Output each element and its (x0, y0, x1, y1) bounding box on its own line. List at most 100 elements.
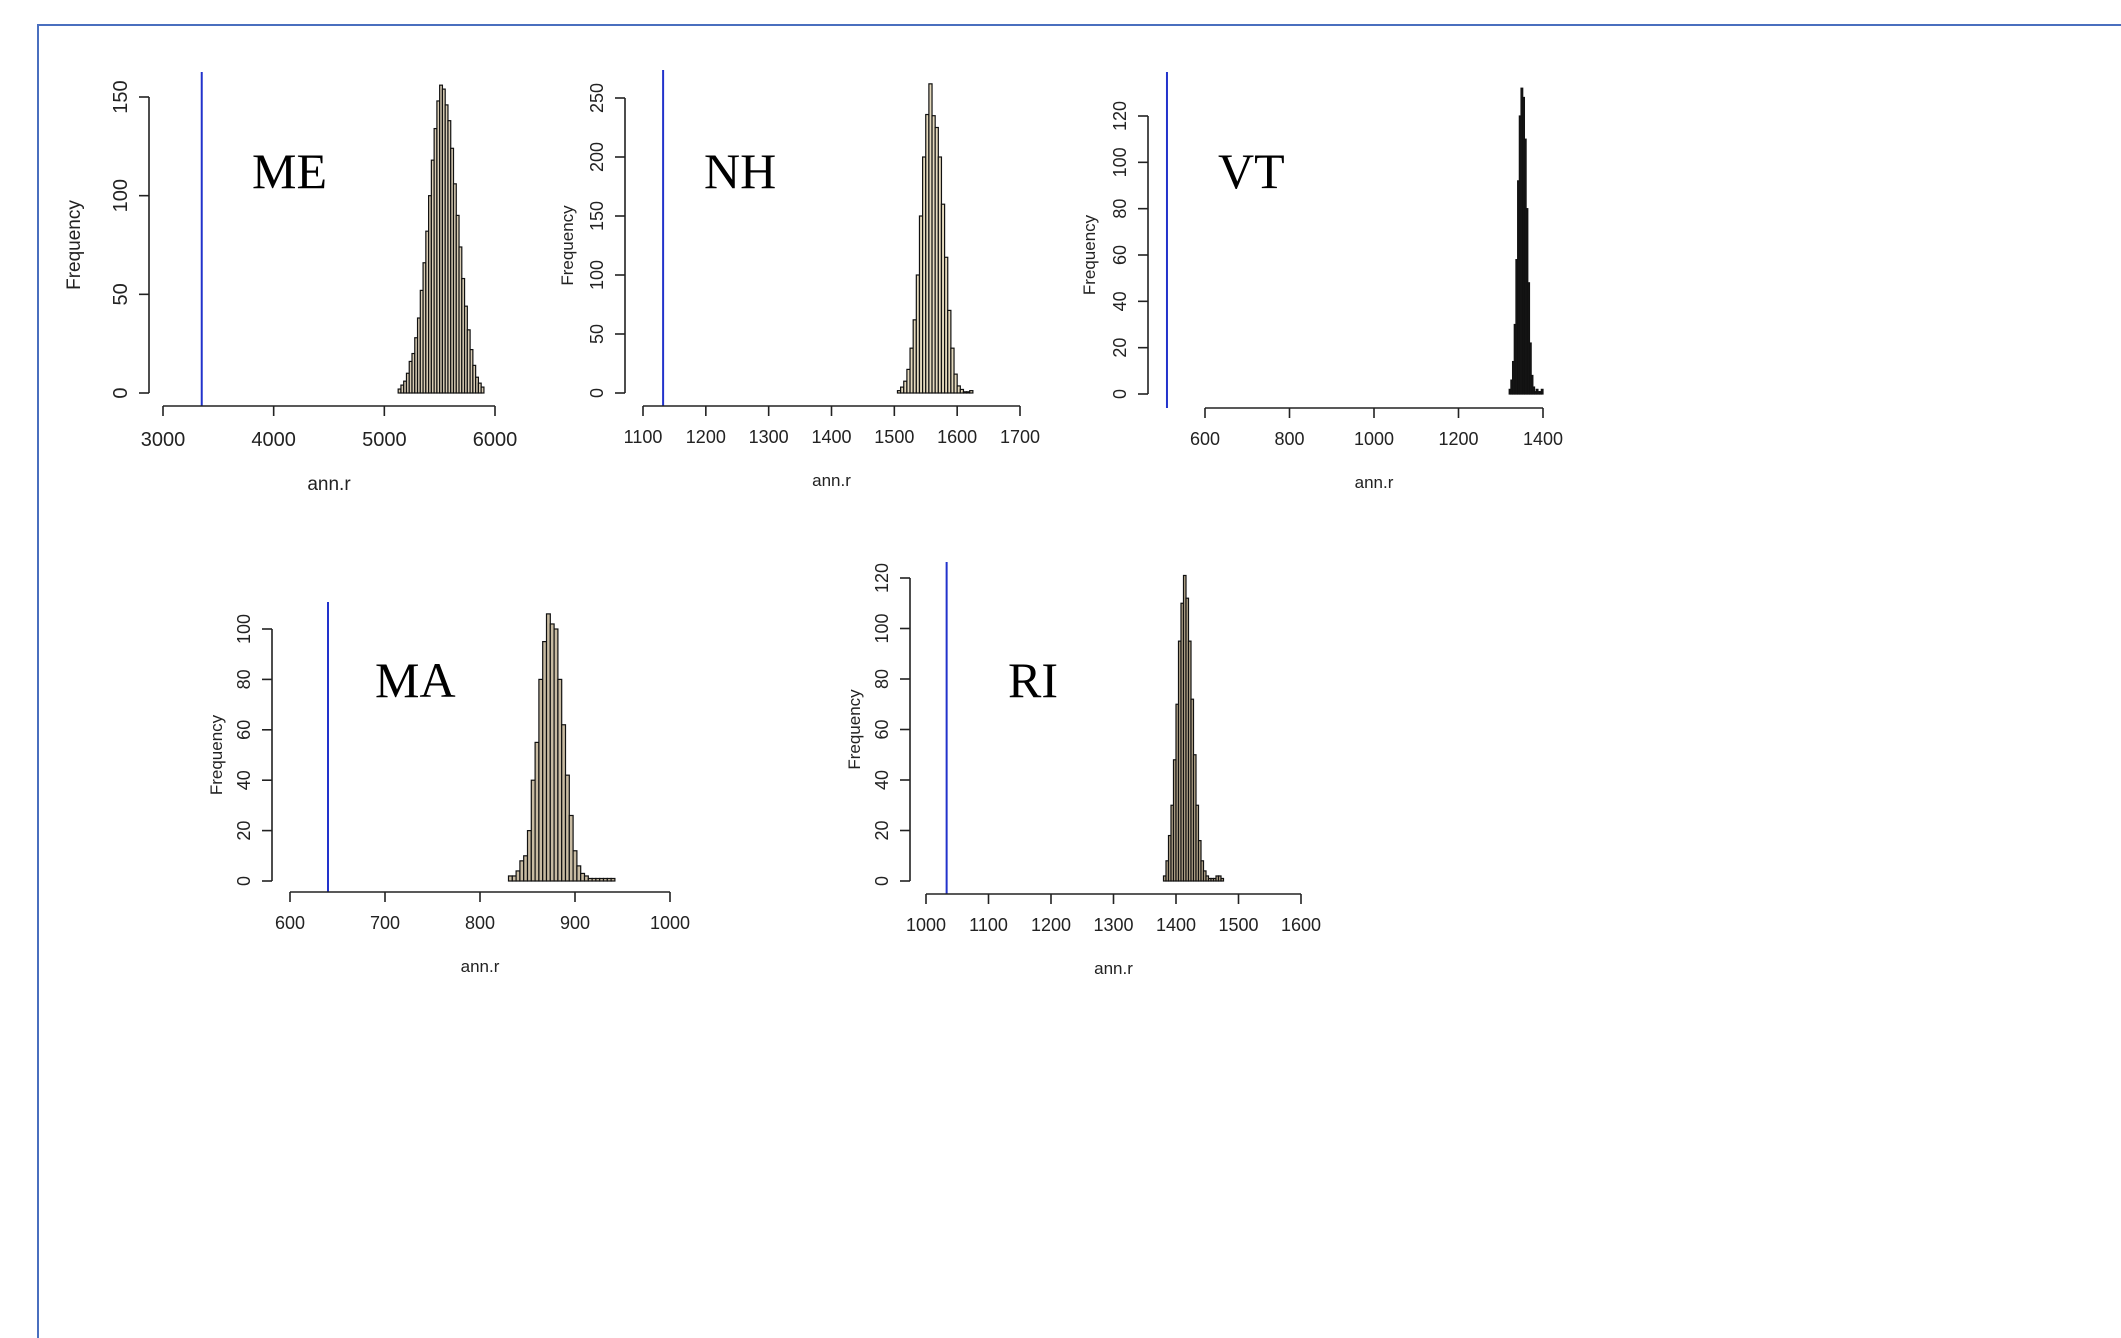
x-tick-label: 1000 (906, 915, 946, 935)
x-tick-label: 800 (465, 913, 495, 933)
y-axis-title: Frequency (558, 205, 577, 286)
y-tick-label: 20 (872, 820, 892, 840)
x-tick-label: 700 (370, 913, 400, 933)
x-tick-label: 1400 (811, 427, 851, 447)
y-tick-label: 80 (234, 669, 254, 689)
x-tick-label: 1600 (937, 427, 977, 447)
y-tick-label: 120 (1110, 101, 1130, 131)
x-tick-label: 1500 (874, 427, 914, 447)
x-tick-label: 1100 (969, 915, 1008, 935)
histogram-bar (1220, 877, 1225, 882)
figure-frame (37, 24, 2121, 1338)
x-tick-label: 1700 (1000, 427, 1040, 447)
histogram-bar (568, 814, 574, 882)
y-tick-label: 20 (1110, 338, 1130, 358)
histogram-bar (480, 386, 485, 394)
y-tick-label: 60 (872, 719, 892, 739)
state-label: ME (252, 143, 327, 199)
histogram-bar (950, 347, 955, 394)
histogram-bars (397, 84, 485, 394)
y-tick-label: 60 (234, 720, 254, 740)
x-tick-label: 900 (560, 913, 590, 933)
y-tick-label: 40 (234, 770, 254, 790)
x-tick-label: 1400 (1156, 915, 1196, 935)
x-axis-title: ann.r (1355, 473, 1394, 492)
histogram-bars (1508, 87, 1544, 395)
x-tick-label: 1200 (1438, 429, 1478, 449)
x-tick-label: 5000 (362, 429, 407, 451)
y-axis-title: Frequency (64, 200, 85, 290)
x-axis-title: ann.r (461, 957, 500, 976)
histogram-bar (1527, 282, 1531, 395)
histogram-bar (610, 877, 616, 882)
x-tick-label: 1500 (1218, 915, 1258, 935)
x-tick-label: 1300 (749, 427, 789, 447)
y-tick-label: 0 (1110, 389, 1130, 399)
x-tick-label: 600 (1190, 429, 1220, 449)
y-tick-label: 50 (587, 324, 607, 344)
y-tick-label: 60 (1110, 245, 1130, 265)
y-tick-label: 80 (1110, 199, 1130, 219)
histogram-bars (507, 613, 616, 882)
histogram-bar (953, 373, 958, 394)
histogram-bars (896, 83, 974, 394)
y-tick-label: 20 (234, 821, 254, 841)
y-tick-label: 120 (872, 563, 892, 593)
y-tick-label: 100 (234, 614, 254, 644)
x-tick-label: 4000 (251, 429, 296, 451)
y-tick-label: 150 (110, 80, 132, 113)
x-tick-label: 3000 (141, 429, 186, 451)
x-tick-label: 1600 (1281, 915, 1321, 935)
y-tick-label: 0 (872, 876, 892, 886)
y-tick-label: 0 (110, 387, 132, 398)
histogram-bars (1162, 574, 1225, 882)
y-tick-label: 100 (1110, 147, 1130, 177)
y-tick-label: 150 (587, 201, 607, 231)
histogram-bar (1528, 342, 1532, 395)
x-axis-title: ann.r (1094, 959, 1133, 978)
x-tick-label: 6000 (473, 429, 518, 451)
state-label: NH (704, 143, 776, 199)
x-tick-label: 1200 (686, 427, 726, 447)
state-label: VT (1218, 143, 1285, 199)
histogram-bar (1540, 388, 1544, 395)
x-tick-label: 800 (1274, 429, 1304, 449)
y-axis-title: Frequency (845, 689, 864, 770)
y-axis-title: Frequency (207, 714, 226, 795)
x-tick-label: 1000 (1354, 429, 1394, 449)
x-tick-label: 1200 (1031, 915, 1071, 935)
y-tick-label: 100 (587, 260, 607, 290)
y-tick-label: 40 (872, 770, 892, 790)
y-tick-label: 200 (587, 142, 607, 172)
x-axis-title: ann.r (812, 471, 851, 490)
y-axis-title: Frequency (1080, 214, 1099, 295)
y-tick-label: 100 (110, 179, 132, 212)
y-tick-label: 0 (587, 388, 607, 398)
x-tick-label: 1000 (650, 913, 690, 933)
y-tick-label: 40 (1110, 291, 1130, 311)
histogram-bar (1530, 374, 1534, 395)
state-label: MA (375, 652, 456, 708)
y-tick-label: 80 (872, 669, 892, 689)
x-tick-label: 1300 (1093, 915, 1133, 935)
y-tick-label: 50 (110, 283, 132, 305)
histogram-bar (969, 390, 974, 394)
y-tick-label: 100 (872, 613, 892, 643)
x-tick-label: 1400 (1523, 429, 1563, 449)
histogram-bar (1532, 386, 1536, 395)
x-tick-label: 1100 (624, 427, 663, 447)
y-tick-label: 0 (234, 876, 254, 886)
x-tick-label: 600 (275, 913, 305, 933)
x-axis-title: ann.r (307, 474, 351, 495)
state-label: RI (1008, 652, 1058, 708)
